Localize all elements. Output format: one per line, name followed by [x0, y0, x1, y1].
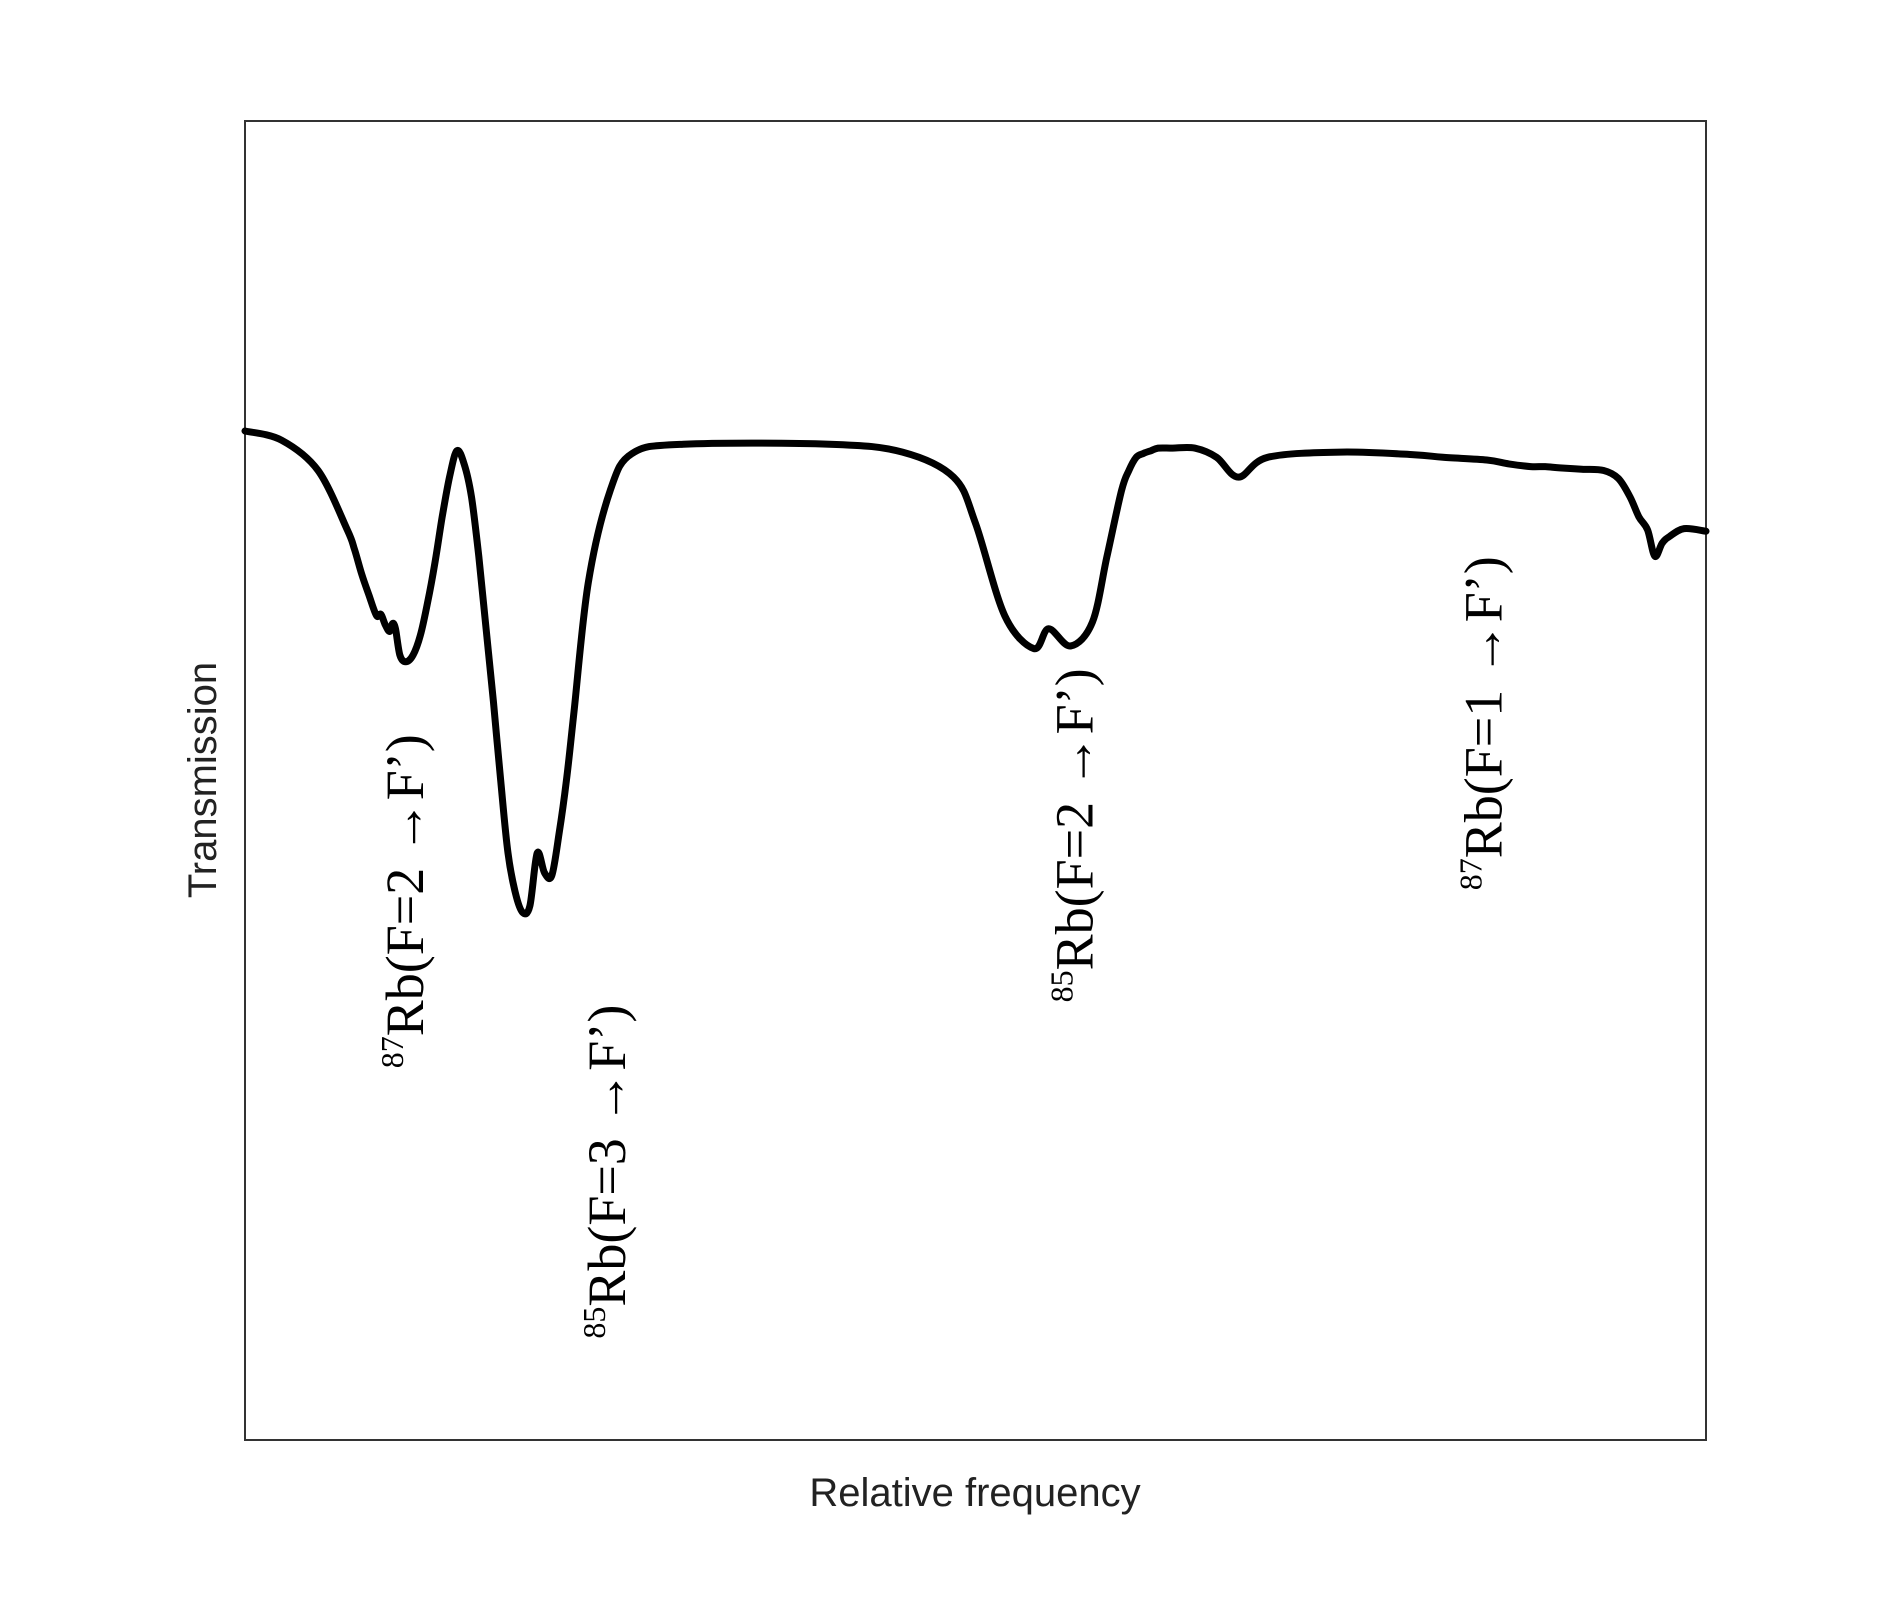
- peak-annotations: 87Rb(F=2 →F’)85Rb(F=3 →F’)85Rb(F=2 →F’) 8…: [374, 556, 1513, 1338]
- peak-label-transition: Rb(F=2 →F’): [1044, 668, 1104, 970]
- peak-label-3: 85Rb(F=2 →F’): [1043, 668, 1104, 1002]
- peak-label-1: 87Rb(F=2 →F’): [374, 734, 435, 1068]
- peak-label-transition: Rb(F=1 →F’): [1454, 556, 1514, 858]
- series-line: [241, 427, 1710, 918]
- y-axis-label: Transmission: [181, 662, 225, 898]
- peak-label-isotope: 85: [1043, 970, 1079, 1002]
- peak-label-isotope: 87: [1453, 858, 1489, 890]
- peak-label-transition: Rb(F=3 →F’): [577, 1005, 637, 1307]
- peak-label-2: 85Rb(F=3 →F’): [576, 1005, 637, 1339]
- peak-label-isotope: 87: [374, 1036, 410, 1068]
- peak-label-isotope: 85: [576, 1307, 612, 1339]
- x-axis-label: Relative frequency: [809, 1471, 1140, 1515]
- plot-frame: [244, 120, 1707, 1441]
- peak-label-4: 87Rb(F=1 →F’): [1453, 556, 1514, 890]
- peak-label-transition: Rb(F=2 →F’): [375, 734, 435, 1036]
